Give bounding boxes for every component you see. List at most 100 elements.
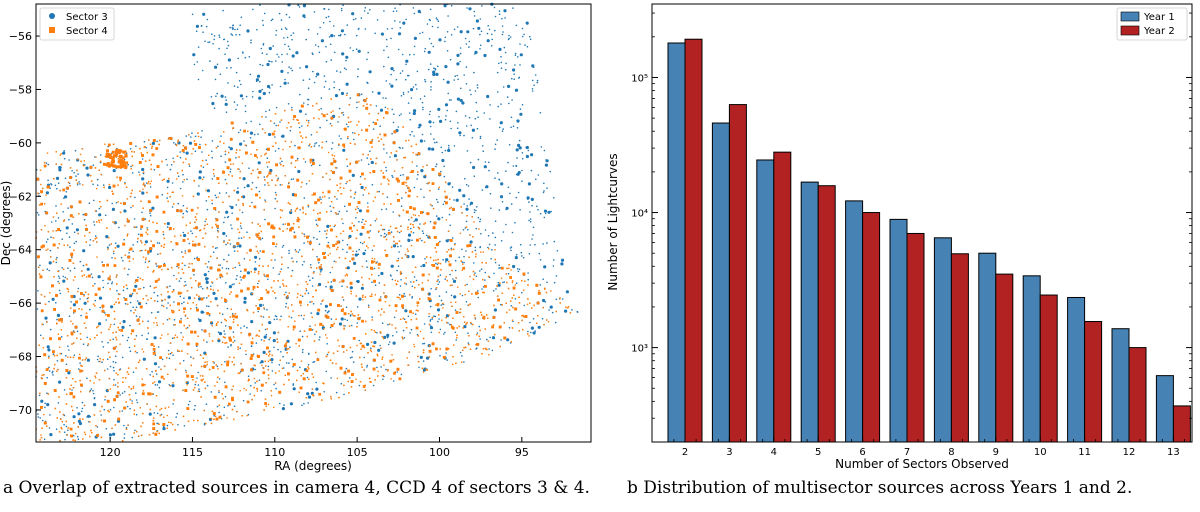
sector-3-point — [275, 124, 278, 127]
sector-4-point — [394, 279, 396, 282]
sector-3-point — [80, 410, 83, 413]
sector-4-point — [46, 152, 49, 154]
sector-3-point — [436, 141, 438, 143]
sector-3-point — [122, 260, 124, 262]
sector-3-point — [316, 72, 320, 76]
sector-3-point — [135, 306, 138, 309]
sector-3-point — [158, 242, 161, 244]
sector-4-point — [387, 231, 391, 235]
sector-3-point — [216, 229, 219, 232]
sector-4-point — [282, 279, 284, 281]
sector-3-point — [528, 219, 530, 222]
sector-3-point — [462, 194, 466, 198]
sector-4-point — [361, 129, 363, 131]
sector-3-point — [226, 47, 228, 50]
sector-4-point — [361, 319, 364, 323]
sector-4-point — [468, 343, 470, 346]
sector-3-point — [515, 282, 518, 285]
sector-4-point — [163, 264, 166, 267]
sector-4-point — [228, 195, 230, 198]
sector-3-point — [123, 433, 126, 435]
sector-4-point — [77, 290, 79, 293]
sector-4-point — [464, 321, 466, 323]
sector-4-point — [466, 244, 470, 248]
sector-4-point — [412, 207, 416, 211]
sector-3-point — [63, 389, 66, 391]
sector-3-point — [434, 141, 436, 144]
sector-3-point — [274, 191, 277, 194]
sector-3-point — [435, 165, 437, 168]
sector-4-point — [459, 311, 462, 314]
sector-3-point — [545, 159, 549, 163]
sector-4-point — [104, 143, 106, 145]
sector-4-point — [299, 294, 302, 296]
sector-4-point — [193, 297, 196, 299]
sector-4-point — [226, 417, 228, 419]
sector-3-point — [44, 406, 46, 409]
sector-4-point — [218, 211, 220, 213]
sector-3-point — [527, 149, 530, 152]
sector-4-point — [108, 351, 110, 354]
sector-3-point — [153, 336, 157, 340]
sector-3-point — [180, 277, 182, 280]
sector-3-point — [383, 49, 385, 52]
sector-4-point — [181, 195, 184, 197]
sector-4-point — [428, 323, 431, 326]
sector-3-point — [94, 156, 96, 158]
sector-3-point — [408, 53, 411, 56]
sector-3-point — [553, 259, 555, 261]
sector-4-point — [186, 353, 189, 355]
sector-4-point — [565, 306, 567, 308]
sector-3-point — [465, 66, 468, 68]
sector-3-point — [479, 220, 481, 223]
sector-3-point — [430, 288, 432, 290]
sector-3-point — [109, 408, 112, 411]
sector-4-point — [109, 339, 111, 341]
sector-4-point — [431, 182, 435, 185]
sector-4-point — [227, 402, 231, 406]
sector-4-point — [94, 210, 97, 212]
sector-3-point — [149, 214, 152, 217]
sector-3-point — [471, 137, 474, 139]
sector-3-point — [377, 91, 381, 95]
sector-4-point — [332, 206, 335, 209]
sector-3-point — [252, 8, 254, 11]
sector-3-point — [210, 285, 212, 288]
sector-3-point — [123, 238, 125, 241]
sector-3-point — [543, 182, 545, 185]
sector-3-point — [124, 302, 127, 305]
sector-4-point — [180, 234, 182, 237]
sector-3-point — [293, 231, 296, 233]
sector-4-point — [393, 170, 396, 172]
sector-3-point — [99, 161, 102, 164]
sector-3-point — [454, 309, 457, 311]
sector-4-point — [119, 322, 121, 324]
sector-4-point — [352, 250, 354, 252]
sector-3-point — [170, 164, 173, 166]
sector-4-point — [148, 159, 151, 161]
sector-3-point — [501, 33, 504, 36]
sector-3-point — [431, 147, 435, 151]
sector-4-point — [154, 280, 158, 283]
sector-3-point — [79, 183, 81, 185]
sector-4-point — [45, 194, 47, 196]
sector-3-point — [251, 96, 254, 98]
sector-3-point — [142, 172, 145, 175]
sector-3-point — [228, 285, 232, 289]
sector-3-point — [215, 95, 217, 97]
sector-3-point — [437, 201, 439, 203]
sector-4-point — [206, 312, 209, 315]
sector-3-point — [86, 416, 88, 418]
sector-4-point — [417, 152, 421, 156]
sector-3-point — [37, 416, 40, 418]
sector-4-point — [355, 378, 357, 380]
sector-4-point — [397, 280, 399, 282]
sector-4-point — [417, 361, 420, 363]
sector-4-point — [442, 307, 444, 309]
sector-3-point — [274, 136, 276, 138]
sector-3-point — [576, 311, 579, 313]
sector-3-point — [143, 286, 145, 289]
sector-4-point — [97, 287, 101, 291]
sector-3-point — [62, 279, 66, 283]
sector-4-point — [141, 378, 143, 380]
